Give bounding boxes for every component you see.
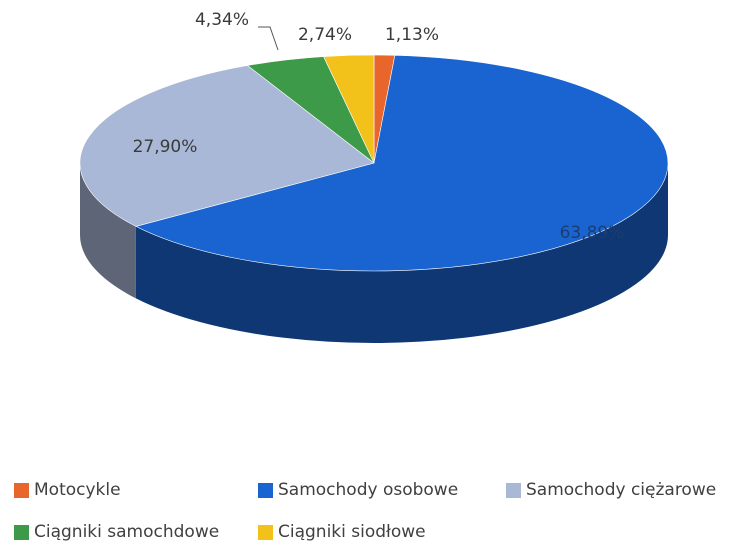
- pie-side-samochody-ciezarowe: [80, 163, 136, 299]
- data-label-samochody-osobowe: 63,89%: [560, 223, 625, 243]
- data-label-motocykle: 1,13%: [385, 25, 439, 45]
- legend-swatch-motocykle: [14, 482, 29, 498]
- pie-chart-svg: 1,13% 63,89% 27,90% 4,34% 2,74%: [79, 10, 669, 344]
- pie-chart: 1,13% 63,89% 27,90% 4,34% 2,74%: [79, 10, 669, 344]
- legend-swatch-ciagniki-siodlowe: [258, 524, 273, 540]
- data-label-samochody-ciezarowe: 27,90%: [133, 137, 198, 157]
- legend-item-motocykle: Motocykle: [14, 480, 121, 500]
- legend-label: Motocykle: [34, 480, 121, 500]
- legend-label: Samochody osobowe: [278, 480, 459, 500]
- data-label-ciagniki-samochdowe: 4,34%: [195, 10, 249, 30]
- pie-slice-samochody-ciezarowe: [79, 65, 375, 227]
- legend-item-ciagniki-siodlowe: Ciągniki siodłowe: [258, 522, 426, 542]
- data-label-ciagniki-siodlowe: 2,74%: [298, 25, 352, 45]
- legend-item-samochody-osobowe: Samochody osobowe: [258, 480, 458, 500]
- legend-label: Ciągniki siodłowe: [278, 522, 426, 542]
- legend-swatch-samochody-osobowe: [258, 482, 273, 498]
- pie-top: [79, 54, 669, 272]
- legend-swatch-samochody-ciezarowe: [506, 482, 521, 498]
- legend-swatch-ciagniki-samochdowe: [14, 524, 29, 540]
- legend: Motocykle Samochody osobowe Samochody ci…: [0, 470, 749, 549]
- legend-item-ciagniki-samochdowe: Ciągniki samochdowe: [14, 522, 219, 542]
- pie-side-walls: [80, 163, 669, 344]
- leader-line-ciagniki-samochdowe: [258, 26, 279, 51]
- legend-label: Samochody ciężarowe: [526, 480, 717, 500]
- legend-label: Ciągniki samochdowe: [34, 522, 220, 542]
- pie-slice-ciagniki-siodlowe: [323, 54, 375, 164]
- data-labels: 1,13% 63,89% 27,90% 4,34% 2,74%: [133, 10, 625, 243]
- pie-side-samochody-osobowe: [135, 163, 669, 344]
- pie-slice-samochody-osobowe: [135, 54, 669, 272]
- legend-item-samochody-ciezarowe: Samochody ciężarowe: [506, 480, 716, 500]
